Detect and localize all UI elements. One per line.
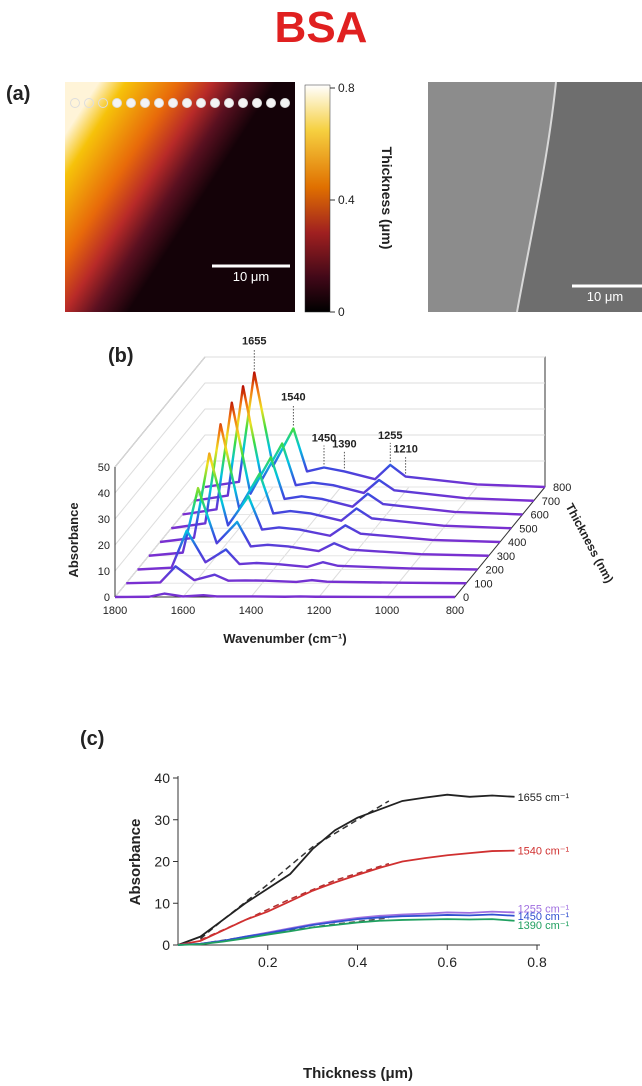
z-axis-title: Thickness (nm) xyxy=(563,501,617,585)
sem-region xyxy=(517,82,642,312)
spectrum xyxy=(126,565,467,585)
spectrum xyxy=(182,401,523,516)
spectrum xyxy=(114,592,455,599)
point xyxy=(210,98,220,108)
panel-label: (b) xyxy=(108,345,134,367)
point xyxy=(252,98,262,108)
y-tick-label: 30 xyxy=(98,514,110,526)
x-axis-title: Wavenumber (cm⁻¹) xyxy=(223,631,346,646)
z-tick-label: 600 xyxy=(531,510,549,522)
y-tick-label: 40 xyxy=(98,488,110,500)
series-line xyxy=(177,849,515,946)
series-label: 1255 cm⁻¹ xyxy=(518,903,570,915)
point xyxy=(266,98,276,108)
point xyxy=(112,98,122,108)
scale-bar-label: 10 μm xyxy=(233,269,269,284)
series-label: 1390 cm⁻¹ xyxy=(518,920,570,932)
scale-bar-label: 10 μm xyxy=(587,289,623,304)
sem-edge xyxy=(516,81,557,313)
spectrum xyxy=(171,423,512,530)
point xyxy=(238,98,248,108)
series-label: 1450 cm⁻¹ xyxy=(518,911,570,923)
y-tick-label: 10 xyxy=(154,895,170,911)
series-line xyxy=(177,793,515,946)
thickness-map xyxy=(65,82,295,312)
y-tick-label: 20 xyxy=(154,854,170,870)
grid-line xyxy=(114,356,545,468)
y-tick-label: 20 xyxy=(98,540,110,552)
colorbar-tick-label: 0.8 xyxy=(338,81,355,95)
colorbar-tick-label: 0 xyxy=(338,305,345,319)
x-tick-label: 1400 xyxy=(239,605,263,617)
x-tick-label: 1600 xyxy=(171,605,195,617)
x-tick-label: 0.6 xyxy=(438,954,458,970)
colorbar xyxy=(304,84,331,313)
x-tick-label: 0.4 xyxy=(348,954,368,970)
spectrum xyxy=(148,486,489,557)
x-tick-label: 1200 xyxy=(307,605,331,617)
grid-line xyxy=(114,434,545,546)
point xyxy=(70,98,80,108)
z-tick-label: 300 xyxy=(497,551,515,563)
point xyxy=(224,98,234,108)
peak-label: 1255 xyxy=(378,430,402,442)
y-axis-title: Absorbance xyxy=(127,819,144,906)
panel-label: (c) xyxy=(80,728,104,750)
z-tick-label: 700 xyxy=(542,496,560,508)
point xyxy=(98,98,108,108)
y-tick-label: 10 xyxy=(98,566,110,578)
point xyxy=(182,98,192,108)
spectrum xyxy=(204,371,546,489)
x-tick-label: 1800 xyxy=(103,605,127,617)
colorbar-label: Thickness (μm) xyxy=(379,147,395,250)
peak-label: 1210 xyxy=(393,444,417,456)
series-label: 1655 cm⁻¹ xyxy=(518,792,570,804)
measurement-points xyxy=(70,98,290,108)
spectrum xyxy=(159,452,501,544)
peak-label: 1655 xyxy=(242,336,266,348)
y-axis-title: Absorbance xyxy=(66,502,81,577)
point xyxy=(196,98,206,108)
y-tick-label: 50 xyxy=(98,462,110,474)
grid-line xyxy=(114,382,545,494)
y-tick-label: 40 xyxy=(154,770,170,786)
spectrum xyxy=(193,385,534,502)
y-tick-label: 0 xyxy=(104,592,110,604)
x-tick-label: 0.2 xyxy=(258,954,278,970)
z-tick-label: 400 xyxy=(508,537,526,549)
figure-title: BSA xyxy=(275,3,368,52)
point xyxy=(126,98,136,108)
peak-label: 1390 xyxy=(332,438,356,450)
spectrum xyxy=(137,529,478,571)
series-line xyxy=(177,913,515,946)
panel-label: (a) xyxy=(6,83,30,105)
x-tick-label: 0.8 xyxy=(527,954,547,970)
y-tick-label: 30 xyxy=(154,812,170,828)
y-tick-label: 0 xyxy=(162,937,170,953)
point xyxy=(84,98,94,108)
grid-line xyxy=(114,460,545,572)
peak-label: 1450 xyxy=(312,433,336,445)
series-label: 1540 cm⁻¹ xyxy=(518,846,570,858)
z-tick-label: 100 xyxy=(474,578,492,590)
x-axis-title: Thickness (μm) xyxy=(303,1065,413,1082)
x-tick-label: 800 xyxy=(446,605,464,617)
colorbar-tick-label: 0.4 xyxy=(338,193,355,207)
point xyxy=(168,98,178,108)
point xyxy=(140,98,150,108)
x-tick-label: 1000 xyxy=(375,605,399,617)
z-tick-label: 800 xyxy=(553,482,571,494)
z-tick-label: 200 xyxy=(486,565,504,577)
z-tick-label: 500 xyxy=(519,523,537,535)
z-tick-label: 0 xyxy=(463,592,469,604)
peak-label: 1540 xyxy=(281,392,305,404)
point xyxy=(154,98,164,108)
grid-line xyxy=(114,408,545,520)
series-line xyxy=(177,918,515,946)
point xyxy=(280,98,290,108)
